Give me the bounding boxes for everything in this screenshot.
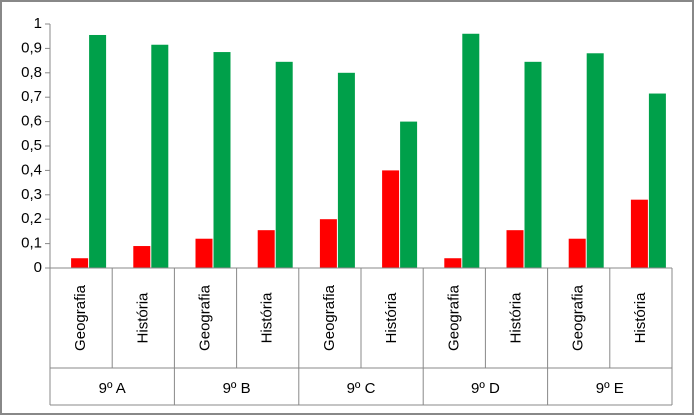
bar (382, 170, 400, 268)
x-tick-label: História (632, 292, 649, 344)
bar (568, 238, 586, 268)
group-label: 9º E (596, 380, 624, 397)
bar (151, 44, 169, 268)
bar (213, 52, 231, 269)
bar (319, 219, 337, 268)
group-label: 9º C (347, 380, 376, 397)
bar (275, 61, 293, 268)
bar (648, 93, 666, 268)
x-tick-label: História (259, 292, 276, 344)
y-tick-label: 0,5 (21, 137, 42, 154)
bar (195, 238, 213, 268)
x-tick-label: Geografia (72, 284, 89, 351)
x-tick-label: Geografia (445, 284, 462, 351)
bar (337, 72, 355, 268)
y-tick-label: 0,3 (21, 186, 42, 203)
y-tick-label: 0,4 (21, 161, 42, 178)
x-tick-label: Geografia (570, 284, 587, 351)
y-tick-label: 0,9 (21, 39, 42, 56)
x-tick-label: Geografia (196, 284, 213, 351)
x-tick-label: Geografia (321, 284, 338, 351)
group-label: 9º B (223, 380, 251, 397)
y-tick-label: 1 (34, 15, 42, 32)
bar (257, 230, 275, 268)
y-tick-label: 0,6 (21, 113, 42, 130)
bar (462, 33, 480, 269)
bar (630, 199, 648, 268)
bar (400, 121, 418, 268)
y-tick-label: 0,2 (21, 210, 42, 227)
group-label: 9º D (471, 380, 500, 397)
x-tick-label: História (507, 292, 524, 344)
bar (444, 258, 462, 268)
group-label: 9º A (99, 380, 126, 397)
bar (586, 53, 604, 268)
bar (506, 230, 524, 268)
y-tick-label: 0,1 (21, 235, 42, 252)
y-tick-label: 0 (34, 259, 42, 276)
bar (71, 258, 89, 268)
y-tick-label: 0,7 (21, 88, 42, 105)
bar (133, 246, 151, 268)
bar (89, 34, 107, 269)
x-tick-label: História (383, 292, 400, 344)
bar (524, 61, 542, 268)
y-tick-label: 0,8 (21, 64, 42, 81)
x-tick-label: História (134, 292, 151, 344)
